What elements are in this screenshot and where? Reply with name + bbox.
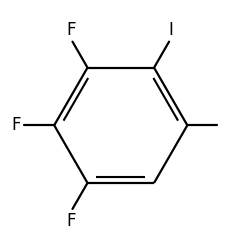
Text: F: F bbox=[66, 21, 76, 39]
Text: F: F bbox=[66, 212, 76, 230]
Text: I: I bbox=[168, 21, 173, 39]
Text: F: F bbox=[12, 116, 21, 134]
